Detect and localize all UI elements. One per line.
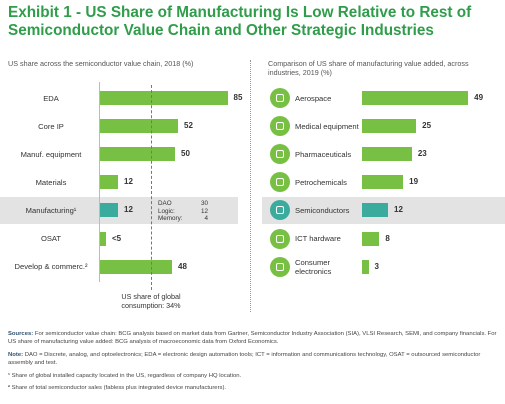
icon bbox=[270, 172, 290, 193]
value-label: 25 bbox=[422, 121, 432, 131]
axis-line bbox=[99, 82, 100, 282]
title: Exhibit 1 - US Share of Manufacturing Is… bbox=[8, 4, 472, 39]
footnote-text: Share of global installed capacity locat… bbox=[11, 373, 242, 379]
footnote-label: Sources: bbox=[8, 331, 34, 337]
category-label: Manufacturing¹ bbox=[25, 205, 77, 215]
bar bbox=[362, 119, 417, 134]
category-label: ICT hardware bbox=[295, 234, 341, 243]
bar bbox=[362, 147, 412, 162]
value-label: 49 bbox=[474, 93, 484, 102]
icon-glyph bbox=[276, 262, 284, 271]
value-label: 52 bbox=[184, 121, 193, 131]
subtitle: US share across the semiconductor value … bbox=[8, 59, 194, 68]
icon-glyph bbox=[276, 150, 284, 159]
bar bbox=[100, 119, 178, 134]
subtitle: Comparison of US share of manufacturing … bbox=[268, 59, 469, 77]
value-label: 85 bbox=[233, 93, 243, 102]
bar bbox=[100, 203, 118, 218]
icon bbox=[270, 88, 290, 108]
category-label: Aerospace bbox=[295, 93, 332, 103]
reference-line bbox=[151, 85, 152, 290]
footnote-label: ¹ bbox=[8, 373, 10, 379]
bar bbox=[362, 175, 404, 190]
footnote-text: For semiconductor value chain: BCG analy… bbox=[8, 331, 497, 345]
footnote: Note: DAO = Discrete, analog, and optoel… bbox=[8, 352, 500, 367]
bar bbox=[362, 259, 369, 274]
value-label: 12 bbox=[124, 177, 133, 187]
divider bbox=[250, 60, 251, 312]
icon-glyph bbox=[276, 122, 284, 131]
category-label: Materials bbox=[35, 177, 67, 187]
breakdown-value: 4 bbox=[204, 215, 208, 223]
category-label: Develop & commerc.² bbox=[14, 262, 88, 272]
bar bbox=[100, 91, 228, 105]
footnote-text: Share of total semiconductor sales (fabl… bbox=[11, 385, 227, 391]
category-label: OSAT bbox=[40, 234, 62, 243]
value-label: 12 bbox=[124, 205, 133, 215]
icon bbox=[270, 256, 290, 277]
category-label: Core IP bbox=[38, 121, 64, 131]
footnote-label: Note: bbox=[8, 352, 24, 358]
value-label: 48 bbox=[178, 261, 187, 271]
value-label: 3 bbox=[374, 261, 379, 271]
footnote: Sources: For semiconductor value chain: … bbox=[8, 331, 500, 346]
bar bbox=[362, 203, 388, 218]
footnote-text: DAO = Discrete, analog, and optoelectron… bbox=[8, 352, 481, 366]
highlight-band bbox=[0, 197, 238, 225]
bar bbox=[100, 231, 106, 246]
icon-glyph bbox=[276, 94, 284, 102]
breakdown-label: Memory: bbox=[158, 215, 183, 223]
bar bbox=[362, 91, 469, 105]
breakdown-value: 12 bbox=[200, 207, 208, 215]
reference-label: US share of global consumption: 34% bbox=[121, 292, 181, 310]
category-label: Consumer electronics bbox=[295, 257, 332, 276]
icon-glyph bbox=[276, 178, 284, 187]
breakdown-value: 30 bbox=[200, 200, 208, 208]
category-label: Pharmaceuticals bbox=[295, 149, 352, 159]
footnote-label: ² bbox=[8, 385, 10, 391]
category-label: Petrochemicals bbox=[295, 177, 347, 187]
value-label: 50 bbox=[181, 149, 190, 159]
value-label: 12 bbox=[394, 205, 403, 215]
icon bbox=[270, 200, 290, 221]
breakdown-label: DAO bbox=[158, 200, 172, 208]
value-label: 19 bbox=[409, 177, 419, 187]
icon-glyph bbox=[276, 206, 284, 215]
footnote: ¹ Share of global installed capacity loc… bbox=[8, 373, 500, 381]
bar bbox=[362, 231, 380, 246]
category-label: Semiconductors bbox=[295, 205, 350, 215]
breakdown-label: Logic: bbox=[158, 207, 175, 215]
value-label: <5 bbox=[112, 233, 122, 243]
bar bbox=[100, 147, 175, 162]
icon-glyph bbox=[276, 234, 284, 243]
footnote: ² Share of total semiconductor sales (fa… bbox=[8, 385, 500, 393]
value-label: 8 bbox=[385, 233, 390, 243]
bar bbox=[100, 259, 172, 274]
category-label: EDA bbox=[43, 93, 59, 103]
icon bbox=[270, 144, 290, 165]
category-label: Manuf. equipment bbox=[20, 149, 82, 159]
bar bbox=[100, 175, 118, 190]
value-label: 23 bbox=[417, 149, 427, 159]
category-label: Medical equipment bbox=[295, 121, 359, 131]
icon bbox=[270, 228, 290, 249]
icon bbox=[270, 116, 290, 137]
